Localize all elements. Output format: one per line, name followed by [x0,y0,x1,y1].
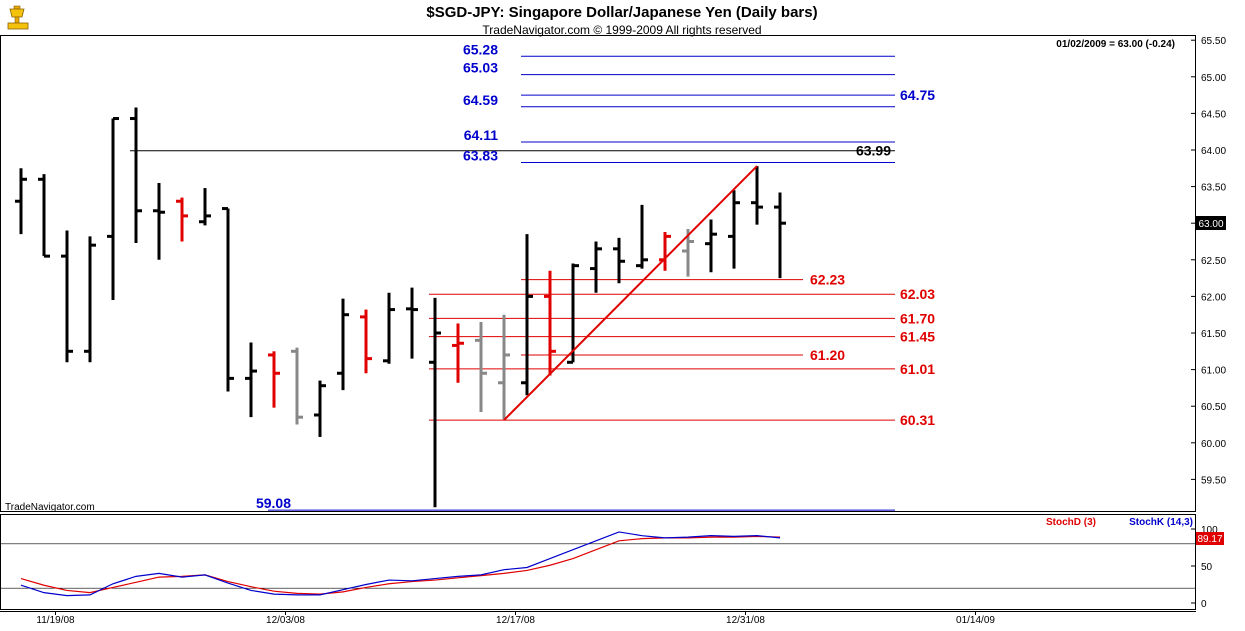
ohlc-bar [751,166,763,225]
legend-stochk: StochK (14,3) [1129,517,1193,528]
price-tick-label: 64.00 [1201,146,1226,157]
price-bars [15,107,786,508]
ohlc-bar [314,380,326,437]
ohlc-bar [774,192,786,279]
level-label: 62.03 [900,286,935,302]
level-label: 59.08 [256,495,291,511]
ohlc-bar [15,168,27,235]
date-tick-label: 12/03/08 [266,615,305,626]
date-tick-label: 01/14/09 [956,615,995,626]
ohlc-bar [107,117,119,301]
trophy-icon [7,5,29,30]
legend-stochd: StochD (3) [1046,517,1096,528]
ohlc-bar [222,207,234,392]
ohlc-bar [567,263,579,364]
ohlc-bar [682,229,694,277]
copyright-subtitle: TradeNavigator.com © 1999-2009 All right… [482,23,761,37]
stochastic-value-tag: 89.17 [1196,532,1224,545]
stochastic-series-line [20,535,781,595]
level-label: 65.03 [463,60,498,76]
level-label: 64.59 [463,92,498,108]
ohlc-bar [475,322,487,413]
ohlc-bar [61,230,73,363]
date-axis: 11/19/08 12/03/08 12/17/08 12/31/08 01/14/09 [36,611,995,626]
ohlc-bar [383,292,395,364]
ohlc-bar [38,174,50,258]
ohlc-bar [544,270,556,376]
trendline [503,165,758,421]
level-label: 63.83 [463,147,498,163]
level-label: 64.11 [464,127,498,143]
price-axis: 59.50 60.00 60.50 61.00 61.50 62.00 62.50 63.00… [1191,36,1226,486]
ohlc-bar [176,197,188,242]
level-label: 60.31 [900,412,935,428]
ohlc-bar [268,351,280,408]
ohlc-bar [130,107,142,243]
ohlc-bar [153,182,165,260]
price-tick-label: 64.50 [1201,109,1226,120]
price-tick-label: 60.00 [1201,439,1226,450]
stochastic-lines [20,531,781,597]
ohlc-bar [245,342,257,418]
ohlc-bar [705,219,717,273]
date-tick-label: 12/17/08 [496,615,535,626]
level-label: 61.70 [900,310,935,326]
stochastic-value-tag-text: 89.17 [1197,534,1222,545]
watermark: TradeNavigator.com [5,502,95,513]
price-levels: 65.28 65.03 64.75 64.59 64.11 63.99 63.83 62.23… [130,41,935,511]
ohlc-bar [199,188,211,226]
stochastic-tick-label: 0 [1201,599,1207,610]
last-price-tag-text: 63.00 [1198,219,1223,230]
ohlc-bar [360,309,372,374]
ohlc-bar [521,234,533,396]
price-tick-label: 62.00 [1201,292,1226,303]
level-label: 61.20 [810,347,845,363]
ohlc-bar [291,347,303,425]
ohlc-bar [728,190,740,269]
price-tick-label: 59.50 [1201,475,1226,486]
ohlc-bar [452,323,464,383]
stochastic-axis: 0 50 100 [1191,525,1218,610]
price-tick-label: 63.50 [1201,183,1226,194]
ohlc-bar [406,287,418,359]
date-tick-label: 11/19/08 [36,615,75,626]
level-label: 65.28 [463,41,498,57]
price-tick-label: 61.50 [1201,329,1226,340]
ohlc-bar [337,298,349,391]
ohlc-bar [498,314,510,420]
stochastic-reference-lines [1,543,1195,589]
last-price-tag: 63.00 [1196,216,1226,230]
price-tick-label: 65.50 [1201,36,1226,47]
ohlc-bar [429,297,441,508]
price-tick-label: 60.50 [1201,402,1226,413]
level-label: 63.99 [856,143,891,159]
ohlc-bar [613,237,625,284]
price-tick-label: 62.50 [1201,256,1226,267]
ohlc-bar [590,241,602,293]
price-plot-area [0,35,1196,512]
stochastic-tick-label: 100 [1201,525,1218,536]
ohlc-bar [84,236,96,363]
price-tick-label: 61.00 [1201,366,1226,377]
stochastic-series-line [20,531,781,597]
stochastic-plot-area [0,514,1196,610]
date-tick-label: 12/31/08 [726,615,765,626]
stochastic-legend: StochD (3) StochK (14,3) [1046,517,1193,528]
chart-title: $SGD-JPY: Singapore Dollar/Japanese Yen … [426,4,817,21]
level-label: 61.01 [900,361,935,377]
ohlc-bar [636,204,648,269]
trendline-segment [503,165,758,421]
level-label: 61.45 [900,329,935,345]
level-label: 62.23 [810,272,845,288]
price-readout: 01/02/2009 = 63.00 (-0.24) [1056,39,1175,50]
price-tick-label: 65.00 [1201,73,1226,84]
stochastic-tick-label: 50 [1201,562,1213,573]
level-label: 64.75 [900,87,935,103]
